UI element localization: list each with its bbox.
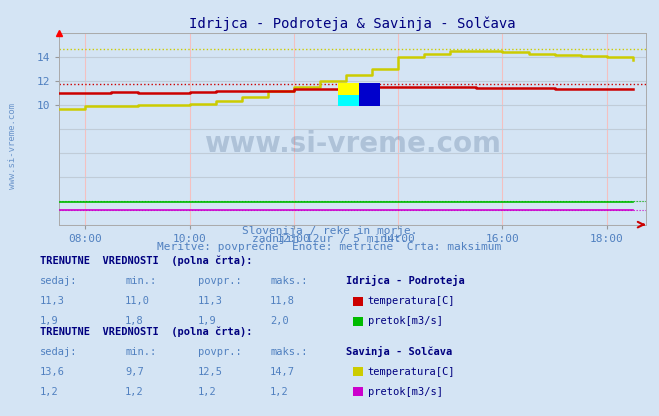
Text: 1,8: 1,8 [125,316,144,326]
Text: 12,5: 12,5 [198,367,223,377]
Text: 14,7: 14,7 [270,367,295,377]
Text: TRENUTNE  VREDNOSTI  (polna črta):: TRENUTNE VREDNOSTI (polna črta): [40,256,252,266]
FancyBboxPatch shape [359,83,380,106]
Text: Slovenija / reke in morje.: Slovenija / reke in morje. [242,226,417,236]
Text: 11,8: 11,8 [270,296,295,306]
Text: 1,2: 1,2 [198,387,216,397]
Text: Savinja - Solčava: Savinja - Solčava [346,346,452,357]
Text: www.si-vreme.com: www.si-vreme.com [204,130,501,158]
Text: min.:: min.: [125,347,156,357]
Text: maks.:: maks.: [270,347,308,357]
Text: Meritve: povprečne  Enote: metrične  Črta: maksimum: Meritve: povprečne Enote: metrične Črta:… [158,240,501,253]
Text: povpr.:: povpr.: [198,276,241,286]
Text: temperatura[C]: temperatura[C] [368,367,455,377]
Text: 1,9: 1,9 [198,316,216,326]
Text: pretok[m3/s]: pretok[m3/s] [368,316,443,326]
Text: povpr.:: povpr.: [198,347,241,357]
Text: Idrijca - Podroteja: Idrijca - Podroteja [346,275,465,286]
Text: 1,2: 1,2 [125,387,144,397]
Title: Idrijca - Podroteja & Savinja - Solčava: Idrijca - Podroteja & Savinja - Solčava [189,16,516,31]
Text: sedaj:: sedaj: [40,347,77,357]
Text: zadnjih 12ur / 5 minut.: zadnjih 12ur / 5 minut. [252,234,407,244]
Text: maks.:: maks.: [270,276,308,286]
Text: 1,9: 1,9 [40,316,58,326]
Text: pretok[m3/s]: pretok[m3/s] [368,387,443,397]
Text: temperatura[C]: temperatura[C] [368,296,455,306]
Text: TRENUTNE  VREDNOSTI  (polna črta):: TRENUTNE VREDNOSTI (polna črta): [40,327,252,337]
Text: 11,3: 11,3 [198,296,223,306]
Text: www.si-vreme.com: www.si-vreme.com [8,103,17,188]
Text: 11,0: 11,0 [125,296,150,306]
Text: 1,2: 1,2 [270,387,289,397]
Text: 9,7: 9,7 [125,367,144,377]
Text: 11,3: 11,3 [40,296,65,306]
Text: 1,2: 1,2 [40,387,58,397]
FancyBboxPatch shape [338,94,359,106]
Text: min.:: min.: [125,276,156,286]
Text: sedaj:: sedaj: [40,276,77,286]
FancyBboxPatch shape [338,83,359,94]
Text: 2,0: 2,0 [270,316,289,326]
Text: 13,6: 13,6 [40,367,65,377]
